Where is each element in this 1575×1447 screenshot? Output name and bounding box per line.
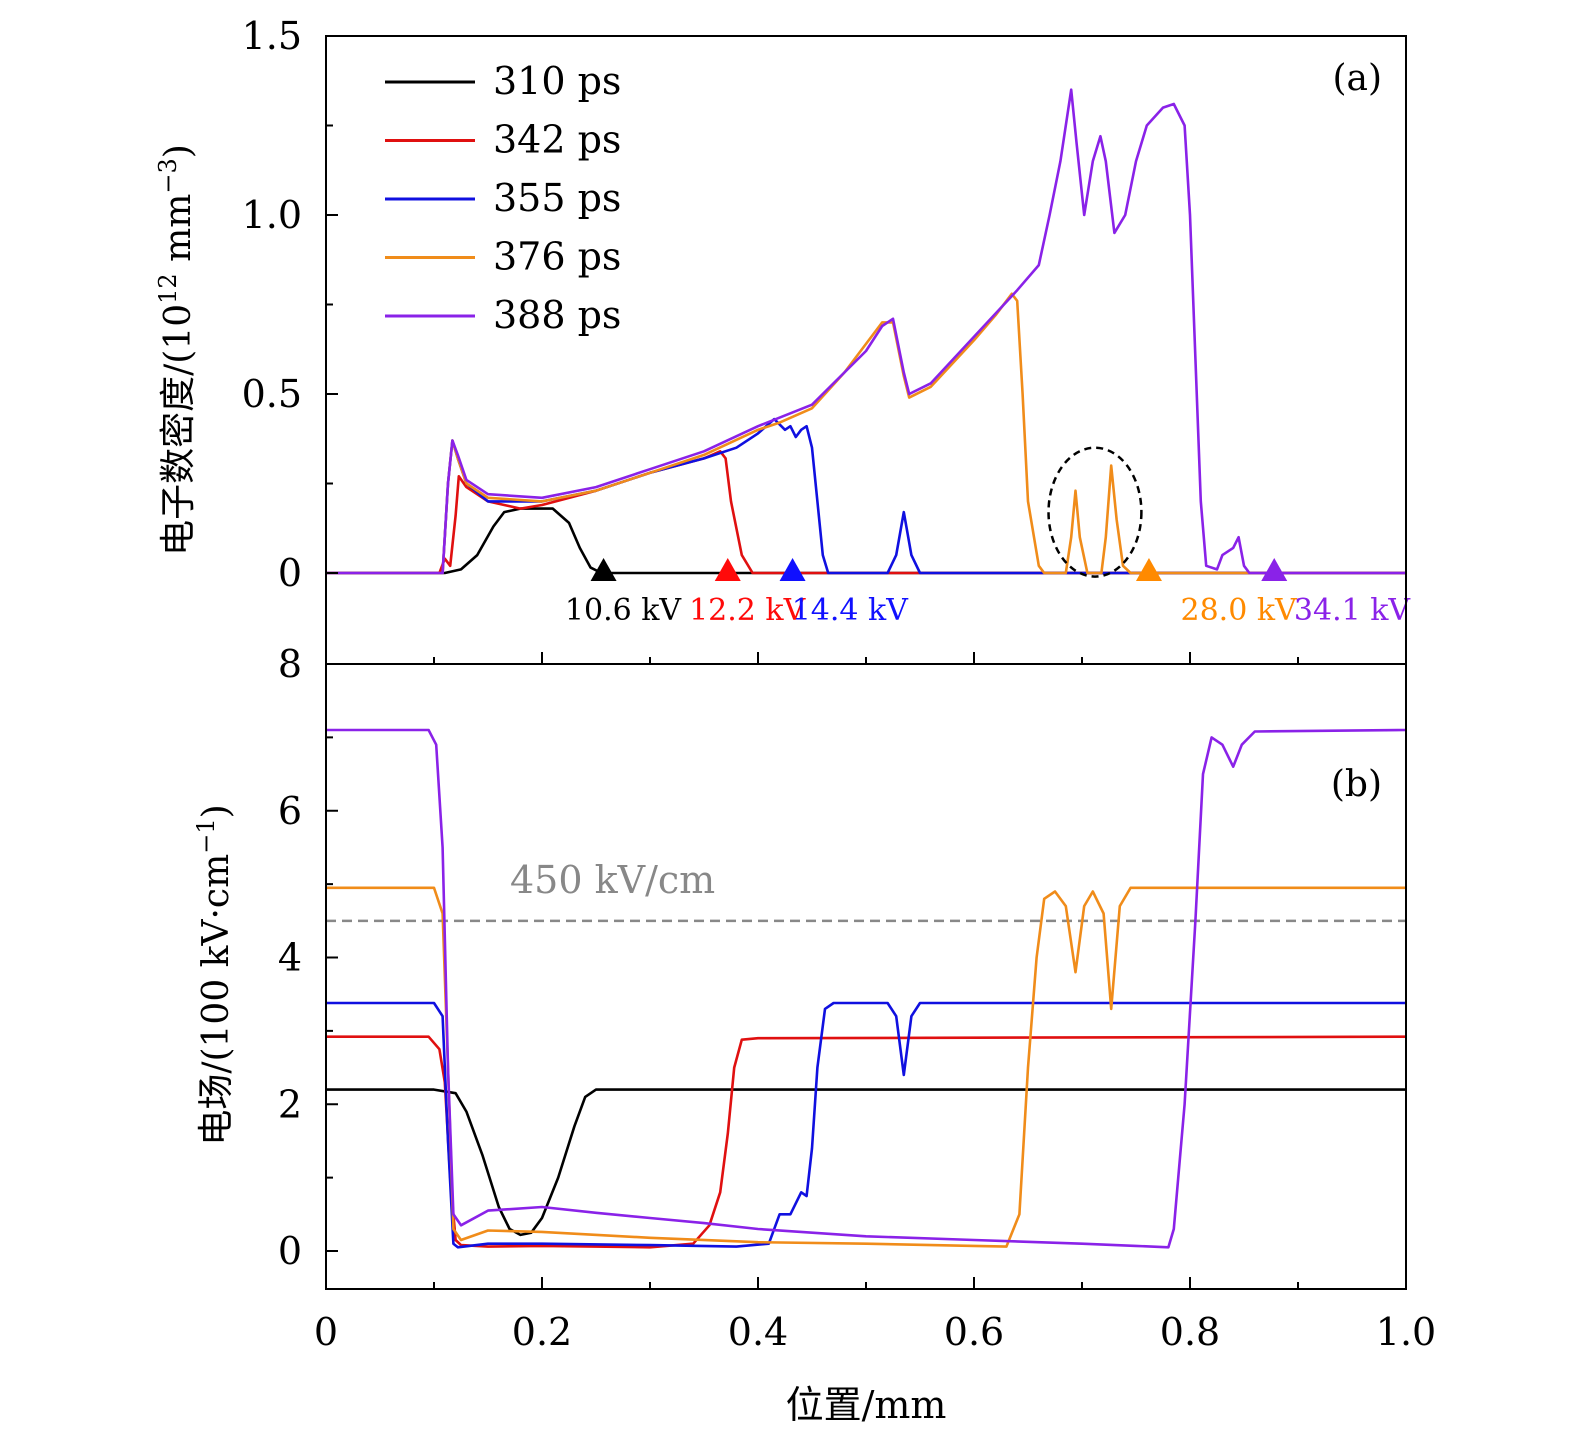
y-tick-label: 1.5	[242, 14, 302, 58]
voltage-marker-label: 10.6 kV	[565, 593, 683, 628]
legend-label: 355 ps	[493, 176, 621, 220]
panel-label-a: (a)	[1332, 58, 1382, 99]
y-tick-label: 8	[278, 642, 302, 686]
legend-label: 310 ps	[493, 59, 621, 103]
x-tick-label: 0.2	[512, 1310, 572, 1354]
x-tick-label: 0.6	[944, 1310, 1004, 1354]
field-series-376ps	[326, 886, 1406, 1248]
x-tick-label: 0	[314, 1310, 338, 1354]
y-tick-label: 1.0	[242, 193, 302, 237]
voltage-marker-label: 12.2 kV	[689, 593, 807, 628]
x-tick-label: 0.4	[728, 1310, 788, 1354]
density-series-355ps	[326, 417, 1406, 575]
field-series-342ps	[326, 1035, 1406, 1249]
plot-frame-b	[325, 663, 1407, 1290]
series-lines-b	[326, 728, 1406, 1249]
reference-line-label: 450 kV/cm	[510, 858, 715, 902]
legend-label: 342 ps	[493, 118, 621, 162]
voltage-marker-triangle	[714, 558, 741, 581]
y-tick-label: 0	[278, 1229, 302, 1273]
voltage-marker-triangle	[1261, 558, 1288, 581]
legend-label: 388 ps	[493, 293, 621, 337]
y-ticks-a: 0 0.5 1.0 1.5	[242, 14, 1299, 664]
panel-b: 450 kV/cm 0 2 4 6 8 0 0.2 0.4 0.6 0.8 1.0 (b) 电场/(…	[192, 642, 1436, 1427]
voltage-marker-triangle	[779, 558, 806, 581]
axis-ticks-b: 0 2 4 6 8 0 0.2 0.4 0.6 0.8 1.0	[278, 642, 1436, 1354]
x-tick-label: 1.0	[1376, 1310, 1436, 1354]
dashed-ellipse-annotation	[1047, 446, 1143, 578]
y-tick-label: 0	[278, 551, 302, 595]
y-tick-label: 2	[278, 1082, 302, 1126]
density-series-310ps	[326, 507, 1406, 575]
density-series-342ps	[326, 450, 1406, 575]
voltage-marker-label: 14.4 kV	[792, 593, 910, 628]
voltage-marker-label: 28.0 kV	[1181, 593, 1299, 628]
field-series-388ps	[326, 728, 1406, 1249]
y-tick-label: 6	[278, 789, 302, 833]
legend-label: 376 ps	[493, 235, 621, 279]
y-axis-label-b: 电场/(100 kV·cm−1)	[192, 804, 237, 1145]
x-axis-label: 位置/mm	[786, 1383, 947, 1427]
panel-label-b: (b)	[1331, 764, 1382, 805]
density-series-376ps	[326, 292, 1406, 575]
voltage-marker-label: 34.1 kV	[1294, 593, 1412, 628]
field-series-355ps	[326, 1001, 1406, 1249]
y-axis-label-a: 电子数密度/(1012 mm−3)	[154, 144, 199, 556]
voltage-marker-triangle	[1135, 558, 1162, 581]
y-tick-label: 0.5	[242, 372, 302, 416]
legend: 310 ps 342 ps 355 ps 376 ps 388 ps	[385, 59, 621, 337]
series-lines-a	[326, 88, 1406, 575]
density-series-388ps	[326, 88, 1406, 575]
field-series-310ps	[326, 1088, 1406, 1237]
y-tick-label: 4	[278, 936, 302, 980]
voltage-marker-triangle	[590, 558, 617, 581]
x-tick-label: 0.8	[1160, 1310, 1220, 1354]
